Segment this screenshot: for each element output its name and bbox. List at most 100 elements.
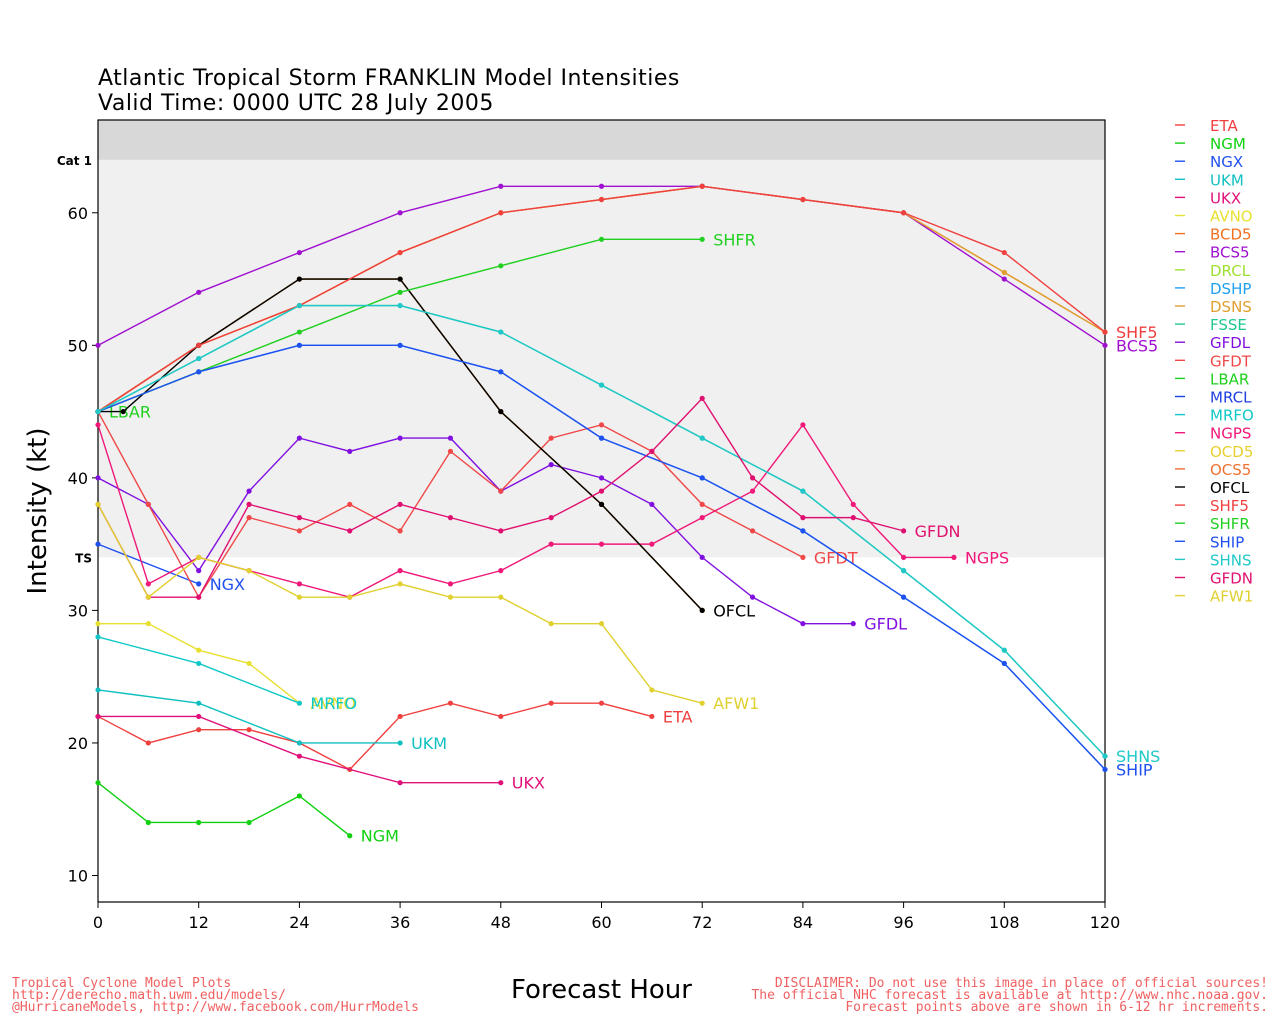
legend-entry: GFDL [1210, 334, 1251, 352]
data-point [548, 700, 554, 706]
data-point [397, 249, 403, 256]
data-point [196, 369, 202, 375]
series-end-label: ETA [663, 707, 693, 726]
data-point [246, 727, 252, 733]
data-point [548, 541, 554, 547]
data-point [598, 700, 605, 706]
series-end-label: UKX [512, 774, 545, 793]
data-point [447, 594, 454, 600]
data-point [598, 435, 605, 441]
data-point [498, 329, 504, 335]
chart-subtitle: Valid Time: 0000 UTC 28 July 2005 [98, 91, 494, 116]
data-point [95, 342, 101, 348]
data-point [850, 515, 856, 521]
data-point [120, 408, 126, 415]
footer-credits: Tropical Cyclone Model Plots http://dere… [12, 977, 419, 1015]
data-point [296, 515, 302, 521]
x-tick-label: 96 [893, 913, 913, 932]
data-point [901, 528, 907, 534]
data-point [296, 435, 302, 441]
data-point [246, 501, 252, 507]
data-point [196, 568, 202, 574]
data-point [598, 236, 605, 242]
data-point [246, 568, 252, 574]
data-point [95, 634, 101, 640]
data-point [649, 541, 655, 547]
data-point [296, 581, 302, 587]
series-end-label: SHFR [713, 230, 756, 249]
legend-entry: MRCL [1210, 389, 1252, 407]
footer-disclaimer-line: DISCLAIMER: Do not use this image in pla… [774, 976, 1268, 991]
data-point [749, 594, 756, 600]
data-point [196, 647, 202, 653]
series-line [97, 782, 351, 837]
data-point [447, 581, 454, 587]
x-tick-label: 24 [289, 913, 309, 932]
data-point [296, 753, 302, 759]
x-tick-label: 12 [189, 913, 209, 932]
data-point [548, 462, 554, 468]
data-point [196, 727, 202, 733]
data-point [649, 687, 655, 693]
data-point [447, 448, 454, 454]
legend-entry: UKX [1210, 189, 1241, 207]
data-point [296, 793, 302, 799]
data-point [347, 833, 353, 839]
data-point [296, 342, 302, 348]
data-point [95, 687, 101, 693]
data-point [196, 554, 202, 560]
data-point [498, 369, 504, 375]
data-point [498, 528, 504, 534]
band-label: Cat 1 [57, 154, 92, 168]
data-point [699, 475, 705, 481]
data-point [145, 594, 151, 600]
data-point [901, 554, 907, 560]
series-end-label: AVNO [310, 694, 355, 713]
data-point [699, 236, 705, 242]
x-tick-label: 108 [989, 913, 1020, 932]
legend-entry: DRCL [1210, 262, 1251, 280]
data-point [699, 435, 705, 441]
x-tick-label: 72 [692, 913, 712, 932]
data-point [498, 568, 504, 574]
legend-entry: NGM [1210, 135, 1246, 153]
data-point [347, 594, 353, 600]
data-point [498, 263, 504, 269]
footer-credit-line: @HurricaneModels, http://www.facebook.co… [12, 1000, 419, 1015]
data-point [95, 408, 101, 415]
data-point [397, 528, 403, 534]
intensity-band [98, 120, 1105, 160]
legend-entry: MRFO [1210, 407, 1254, 425]
data-point [196, 581, 202, 587]
series-line [97, 437, 854, 625]
legend-entry: SHFR [1210, 515, 1250, 533]
y-tick-label: 30 [68, 601, 88, 620]
data-point [246, 819, 252, 826]
data-point [598, 382, 605, 388]
band-label: TS [75, 551, 92, 565]
data-point [800, 554, 806, 560]
legend-entry: BCD5 [1210, 226, 1252, 244]
data-point [447, 435, 454, 441]
series-end-label: MRFO [310, 694, 357, 713]
data-point [1001, 647, 1007, 653]
data-point [598, 196, 605, 203]
data-point [800, 196, 806, 203]
data-point [145, 819, 151, 826]
legend-entry: AVNO [1210, 208, 1253, 226]
legend-entry: GFDT [1210, 352, 1252, 370]
data-point [95, 501, 101, 507]
legend-entry: UKM [1210, 171, 1244, 189]
series-line [97, 543, 199, 585]
data-point [649, 448, 655, 454]
series-end-label: SHIP [1116, 760, 1153, 779]
data-point [800, 515, 806, 521]
data-point [749, 488, 756, 494]
data-point [296, 249, 302, 256]
data-point [1001, 249, 1007, 256]
data-point [548, 515, 554, 521]
data-point [447, 515, 454, 521]
data-point [397, 740, 403, 746]
series-end-label: LBAR [109, 403, 151, 422]
